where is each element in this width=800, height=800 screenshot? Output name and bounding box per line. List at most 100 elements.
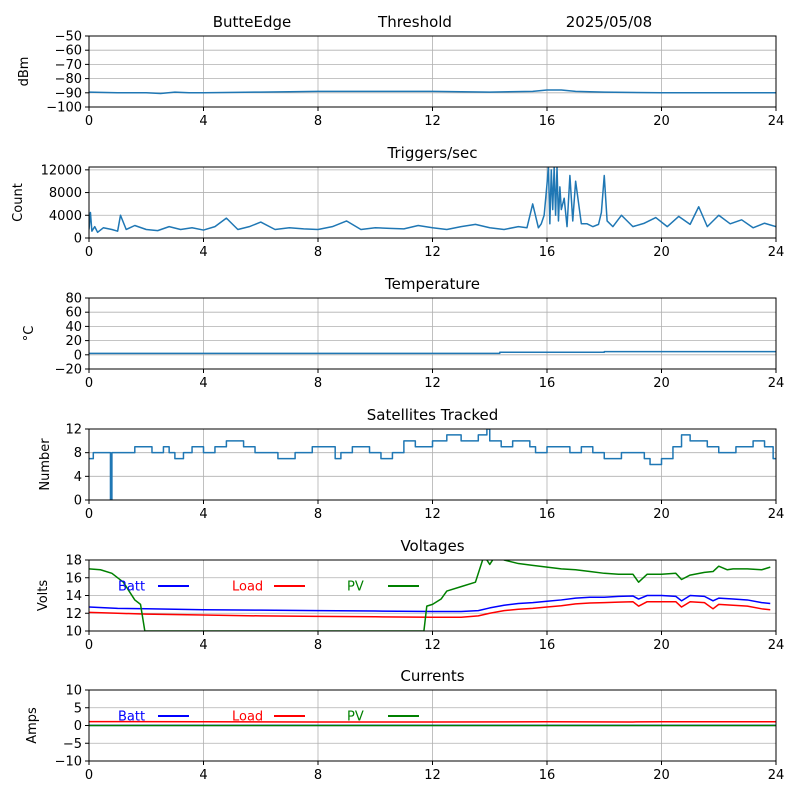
y-tick-label-triggers-0: 0 [74,232,82,247]
x-tick-label-voltages-1: 4 [199,638,207,653]
x-tick-label-currents-6: 24 [768,768,785,783]
x-tick-label-dbm-3: 12 [424,114,441,129]
header-station: ButteEdge [213,13,292,31]
x-tick-label-dbm-0: 0 [85,114,93,129]
x-tick-label-dbm-5: 20 [653,114,670,129]
legend-label-currents-2: PV [347,710,364,725]
x-tick-label-voltages-0: 0 [85,638,93,653]
x-tick-label-satellites-5: 20 [653,507,670,522]
chart-title-currents: Currents [400,667,464,685]
legend-label-voltages-1: Load [232,580,263,595]
chart-panel-triggers: 0 4 8 12 16 20 24 0 4000 8000 12000 Count Triggers/s… [11,144,784,260]
x-tick-label-satellites-3: 12 [424,507,441,522]
y-axis-label-satellites: Number [38,438,53,491]
y-tick-label-currents-1: −5 [63,737,82,752]
y-tick-label-dbm-1: −90 [55,86,82,101]
y-tick-label-currents-3: 5 [74,701,82,716]
x-tick-label-triggers-1: 4 [199,245,207,260]
y-tick-label-voltages-4: 18 [65,554,82,569]
x-tick-label-dbm-4: 16 [539,114,556,129]
series-line-triggers-0 [89,167,776,234]
y-axis-label-temperature: °C [22,326,37,342]
y-axis-label-voltages: Volts [36,580,51,612]
x-tick-label-triggers-2: 8 [314,245,322,260]
header-mode: Threshold [377,13,452,31]
x-tick-label-currents-4: 16 [539,768,556,783]
x-tick-label-triggers-0: 0 [85,245,93,260]
x-tick-label-voltages-5: 20 [653,638,670,653]
legend-label-voltages-2: PV [347,580,364,595]
x-tick-label-satellites-4: 16 [539,507,556,522]
x-tick-label-dbm-2: 8 [314,114,322,129]
chart-title-temperature: Temperature [384,275,480,293]
x-tick-label-temperature-3: 12 [424,376,441,391]
y-tick-label-satellites-0: 0 [74,494,82,509]
legend-label-voltages-0: Batt [118,580,145,595]
y-tick-label-voltages-1: 12 [65,607,82,622]
x-tick-label-currents-0: 0 [85,768,93,783]
x-tick-label-dbm-1: 4 [199,114,207,129]
y-tick-label-triggers-2: 8000 [49,186,82,201]
chart-title-triggers: Triggers/sec [387,144,478,162]
series-line-satellites-0 [89,429,776,500]
chart-title-voltages: Voltages [400,537,464,555]
y-tick-label-triggers-1: 4000 [49,209,82,224]
chart-title-satellites: Satellites Tracked [367,406,498,424]
series-line-voltages-2 [89,560,771,631]
y-tick-label-dbm-0: −100 [46,101,82,116]
x-tick-label-temperature-2: 8 [314,376,322,391]
legend-label-currents-1: Load [232,710,263,725]
y-tick-label-dbm-5: −50 [55,30,82,45]
y-axis-label-triggers: Count [11,183,26,222]
x-tick-label-voltages-6: 24 [768,638,785,653]
y-tick-label-voltages-0: 10 [65,625,82,640]
y-tick-label-voltages-2: 14 [65,589,82,604]
x-tick-label-voltages-3: 12 [424,638,441,653]
y-tick-label-satellites-1: 4 [74,470,82,485]
x-tick-label-triggers-5: 20 [653,245,670,260]
chart-panel-satellites: 0 4 8 12 16 20 24 0 4 8 12 Number Satellites Tracked [38,406,784,522]
x-tick-label-temperature-6: 24 [768,376,785,391]
x-tick-label-temperature-0: 0 [85,376,93,391]
y-tick-label-temperature-0: −20 [55,363,82,378]
series-line-temperature-0 [89,350,776,355]
x-tick-label-temperature-1: 4 [199,376,207,391]
x-tick-label-satellites-6: 24 [768,507,785,522]
x-tick-label-satellites-0: 0 [85,507,93,522]
y-axis-label-dbm: dBm [17,57,32,87]
chart-panel-currents: 0 4 8 12 16 20 24 −10 −5 0 5 10 Amps Currents Batt Load… [25,667,784,783]
y-tick-label-triggers-3: 12000 [41,163,82,178]
x-tick-label-voltages-4: 16 [539,638,556,653]
x-tick-label-triggers-4: 16 [539,245,556,260]
y-tick-label-temperature-4: 60 [65,306,82,321]
series-line-dbm-0 [89,89,776,95]
x-tick-label-triggers-3: 12 [424,245,441,260]
y-tick-label-temperature-1: 0 [74,348,82,363]
y-axis-label-currents: Amps [25,707,40,744]
x-tick-label-satellites-2: 8 [314,507,322,522]
x-tick-label-currents-3: 12 [424,768,441,783]
x-tick-label-dbm-6: 24 [768,114,785,129]
series-line-voltages-0 [89,594,771,613]
x-tick-label-satellites-1: 4 [199,507,207,522]
x-tick-label-triggers-6: 24 [768,245,785,260]
x-tick-label-temperature-5: 20 [653,376,670,391]
y-tick-label-dbm-2: −80 [55,72,82,87]
y-tick-label-voltages-3: 16 [65,571,82,586]
x-tick-label-temperature-4: 16 [539,376,556,391]
y-tick-label-currents-2: 0 [74,719,82,734]
y-tick-label-satellites-3: 12 [65,423,82,438]
series-line-voltages-1 [89,600,771,618]
x-tick-label-currents-2: 8 [314,768,322,783]
y-tick-label-temperature-3: 40 [65,320,82,335]
x-tick-label-currents-5: 20 [653,768,670,783]
x-tick-label-voltages-2: 8 [314,638,322,653]
chart-panel-dbm: 0 4 8 12 16 20 24 −100−90−80−70−60−50 dBm [17,30,784,130]
y-tick-label-dbm-3: −70 [55,58,82,73]
y-tick-label-currents-4: 10 [65,684,82,699]
y-tick-label-satellites-2: 8 [74,446,82,461]
x-tick-label-currents-1: 4 [199,768,207,783]
